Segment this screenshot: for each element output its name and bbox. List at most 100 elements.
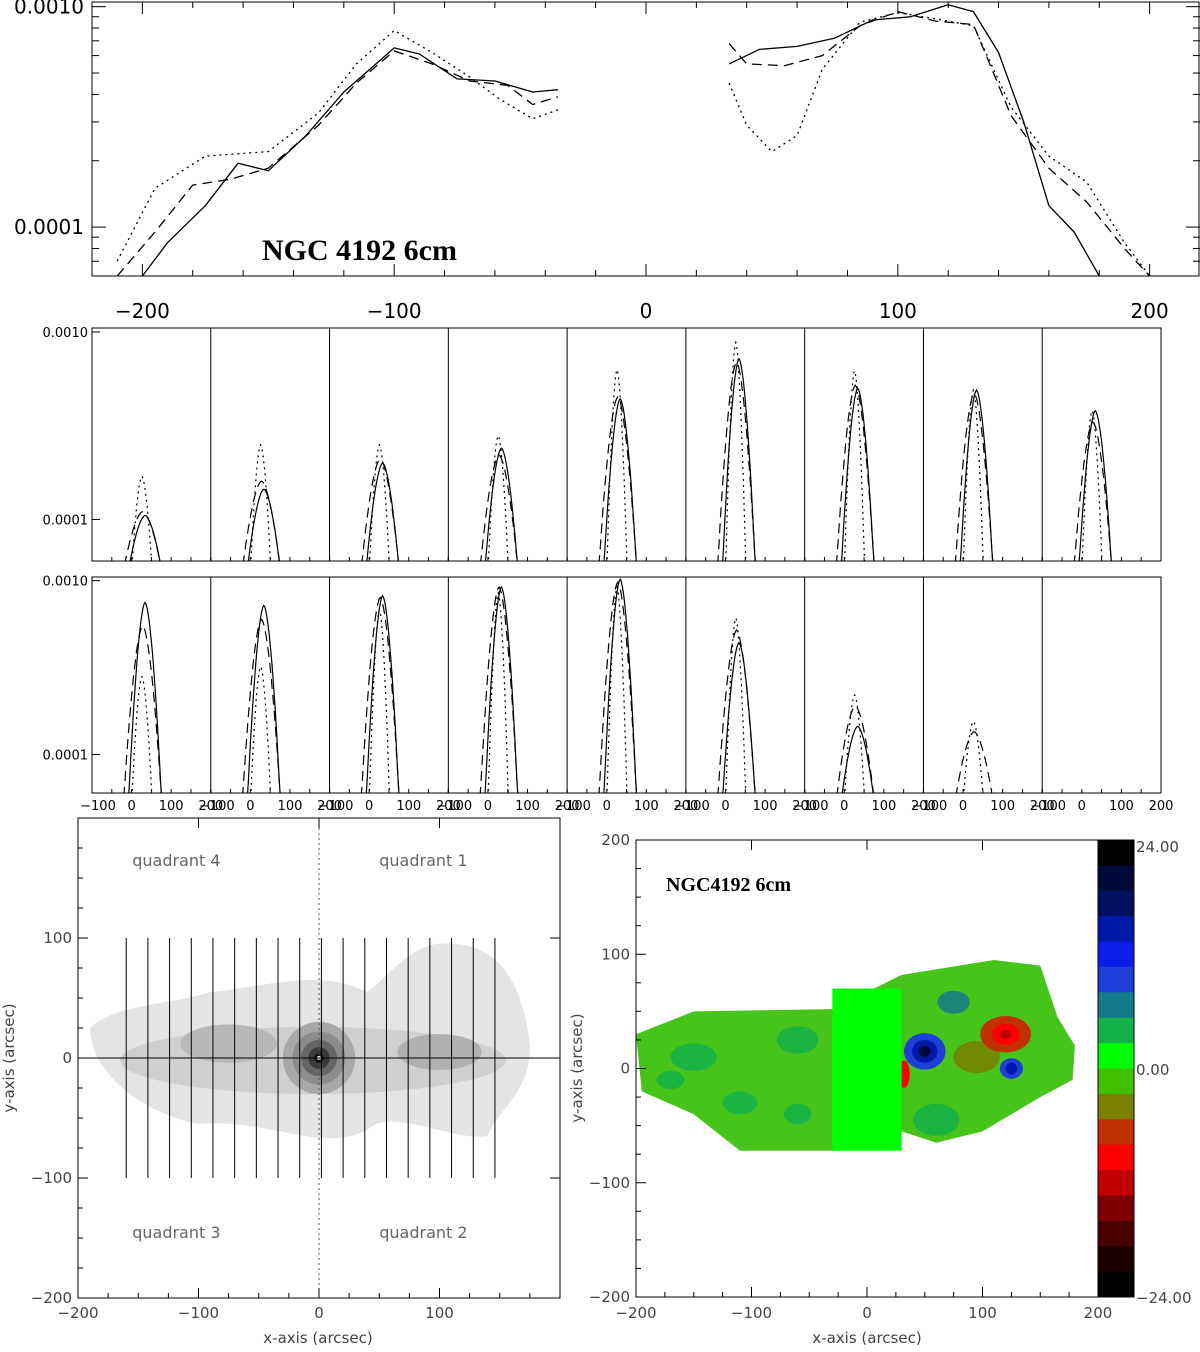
x-tick-label: −100 (793, 799, 829, 814)
colorbar-min-label: −24.00 (1136, 1289, 1192, 1307)
y-tick-label: 200 (601, 831, 630, 849)
x-tick-label: −100 (731, 1304, 772, 1322)
colorbar-segment (1098, 1144, 1134, 1171)
residual-blob (776, 1026, 819, 1054)
profile-solid-line (128, 601, 162, 793)
x-tick-label: 0 (365, 799, 373, 814)
colorbar-segment (1098, 1068, 1134, 1095)
colorbar-segment (1098, 992, 1134, 1019)
profile-solid-line (366, 462, 400, 561)
x-tick-label: −100 (912, 799, 948, 814)
x-tick-label: 200 (911, 799, 936, 814)
profile-dotted-line (725, 616, 747, 793)
y-tick-label: 100 (43, 929, 72, 947)
y-tick-label: 100 (601, 945, 630, 963)
x-tick-label: −100 (318, 799, 354, 814)
profile-dotted-line (844, 693, 865, 793)
y-tick-label: −100 (31, 1169, 72, 1187)
x-tick-label: 0 (840, 799, 848, 814)
profile-main-panel: −200 −100 0 100 200 0.0001 0.0010 NGC 4192 6cm (14, 0, 1200, 323)
profile-dotted-line (250, 443, 272, 561)
x-tick-label: −100 (555, 799, 591, 814)
y-tick-label: −200 (589, 1288, 630, 1306)
x-axis-label: x-axis (arcsec) (263, 1329, 372, 1347)
central-masked-strip (832, 988, 902, 1151)
colorbar-segment (1098, 1246, 1134, 1273)
x-tick-label: 200 (673, 799, 698, 814)
y-axis-label: y-axis (arcsec) (0, 1003, 18, 1112)
y-tick-label: 0 (620, 1060, 630, 1078)
x-tick-label: 100 (990, 799, 1015, 814)
residual-blue-peak (1005, 1062, 1018, 1075)
x-tick-label: 100 (879, 299, 917, 323)
profile-dotted-line (1081, 409, 1103, 561)
y-tick-label: 0 (62, 1049, 72, 1067)
chart-title: NGC 4192 6cm (262, 234, 457, 267)
x-tick-label: 200 (198, 799, 223, 814)
x-tick-label: 100 (634, 799, 659, 814)
profile-dotted-line (606, 585, 628, 793)
x-axis-label: x-axis (arcsec) (812, 1329, 921, 1347)
residual-blob (913, 1103, 960, 1136)
intensity-map-panel: −200 −100 0 100 −200 −100 0 100 x-axis (arcsec) y… (0, 817, 561, 1347)
x-tick-label: 100 (425, 1304, 454, 1322)
x-tick-label: −200 (57, 1304, 98, 1322)
profile-dashed-line (242, 480, 281, 561)
x-tick-label: 100 (278, 799, 303, 814)
x-tick-label: 0 (640, 299, 653, 323)
profile-dotted-line (962, 388, 984, 561)
x-tick-label: −200 (615, 1304, 656, 1322)
residual-red-peak (999, 1029, 1012, 1039)
colorbar-segment (1098, 941, 1134, 968)
profile-solid-line (959, 388, 994, 561)
x-tick-label: 0 (1078, 799, 1086, 814)
profile-solid-line (603, 397, 637, 561)
colorbar-segment (1098, 1043, 1134, 1069)
x-tick-label: 100 (753, 799, 778, 814)
x-tick-label: 200 (1131, 299, 1169, 323)
x-tick-label: 200 (792, 799, 817, 814)
colorbar-segment (1098, 1017, 1134, 1044)
residual-blob (937, 990, 970, 1014)
profile-dashed-line (598, 396, 638, 561)
y-tick-label: −100 (589, 1174, 630, 1192)
profile-dotted-line (487, 434, 509, 561)
profile-solid-line (722, 641, 756, 793)
y-tick-label: 0.0001 (14, 215, 84, 239)
colorbar-segment (1098, 1220, 1134, 1247)
residual-blob (783, 1103, 812, 1125)
x-tick-label: 0 (862, 1304, 872, 1322)
profile-solid-line (247, 488, 280, 561)
map-title: NGC4192 6cm (666, 874, 791, 896)
residual-blob (722, 1091, 758, 1115)
east-emission-contour (397, 1034, 482, 1070)
x-tick-label: −100 (367, 299, 422, 323)
profile-solid-line (365, 594, 400, 793)
residual-blob (656, 1070, 685, 1090)
profile-dashed-line (124, 511, 161, 561)
colorbar-mid-label: 0.00 (1136, 1061, 1169, 1079)
profile-dotted-line (843, 369, 866, 561)
colorbar-segment (1098, 1195, 1134, 1222)
x-tick-label: 200 (1084, 1304, 1113, 1322)
profile-dashed-line (717, 629, 756, 793)
profile-dotted-line (131, 675, 153, 793)
profile-solid-line (484, 585, 519, 793)
colorbar-frame (1097, 839, 1135, 1298)
colorbar-segment (1098, 1093, 1134, 1120)
y-tick-label: 0.0010 (14, 0, 84, 19)
colorbar-segment (1098, 1119, 1134, 1146)
profile-solid-line (247, 604, 281, 793)
x-tick-label: −100 (1030, 799, 1066, 814)
profile-dashed-line (123, 624, 162, 793)
quadrant-label: quadrant 2 (379, 1223, 467, 1242)
y-tick-label: 0.0001 (43, 513, 89, 528)
x-tick-label: 100 (871, 799, 896, 814)
x-tick-label: 200 (1149, 799, 1174, 814)
series-dotted-line (728, 11, 1151, 276)
colorbar-segment (1098, 840, 1134, 866)
x-tick-label: 0 (721, 799, 729, 814)
profile-dotted-line (368, 443, 390, 561)
x-tick-label: 100 (515, 799, 540, 814)
